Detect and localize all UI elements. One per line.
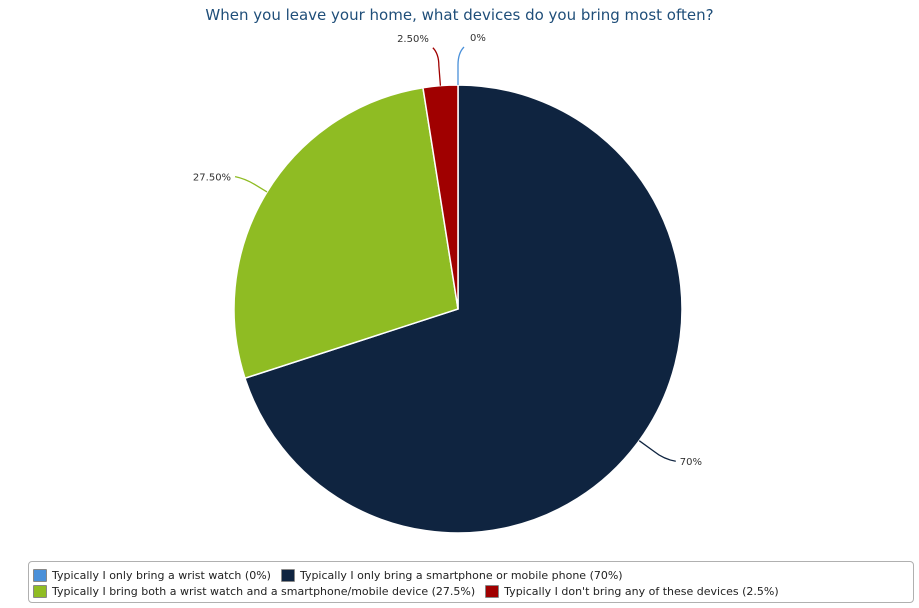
data-labels: 70% 27.50% 2.50% 0% (193, 33, 702, 468)
leader-line-3 (432, 47, 442, 86)
legend-item-smartphone: Typically I only bring a smartphone or m… (280, 568, 623, 582)
data-label-3: 2.50% (397, 34, 429, 45)
chart-title: When you leave your home, what devices d… (205, 6, 714, 24)
label-leader-lines (234, 46, 676, 462)
legend-swatch (33, 568, 47, 582)
pie-slice-1 (244, 84, 683, 534)
data-label-2: 27.50% (193, 173, 231, 184)
legend-label: Typically I bring both a wrist watch and… (52, 584, 476, 598)
legend-label: Typically I only bring a wrist watch (0%… (52, 568, 271, 582)
legend-row-2: Typically I bring both a wrist watch and… (33, 583, 913, 599)
leader-line-2 (234, 176, 268, 193)
legend-swatch (33, 584, 47, 598)
legend-item-wrist-watch: Typically I only bring a wrist watch (0%… (33, 568, 271, 582)
pie-slices (233, 84, 683, 534)
legend-row-1: Typically I only bring a wrist watch (0%… (33, 567, 913, 583)
legend: Typically I only bring a wrist watch (0%… (28, 561, 914, 603)
data-label-1: 70% (680, 457, 702, 468)
pie-chart: 70% 27.50% 2.50% 0% (193, 33, 702, 534)
legend-swatch (280, 568, 295, 582)
leader-line-1 (638, 440, 676, 462)
legend-swatch (485, 584, 500, 598)
data-label-0: 0% (470, 33, 486, 44)
legend-item-both: Typically I bring both a wrist watch and… (33, 584, 476, 598)
legend-item-none: Typically I don't bring any of these dev… (485, 584, 779, 598)
leader-line-0 (457, 46, 465, 85)
legend-label: Typically I don't bring any of these dev… (504, 584, 779, 598)
legend-label: Typically I only bring a smartphone or m… (299, 568, 623, 582)
